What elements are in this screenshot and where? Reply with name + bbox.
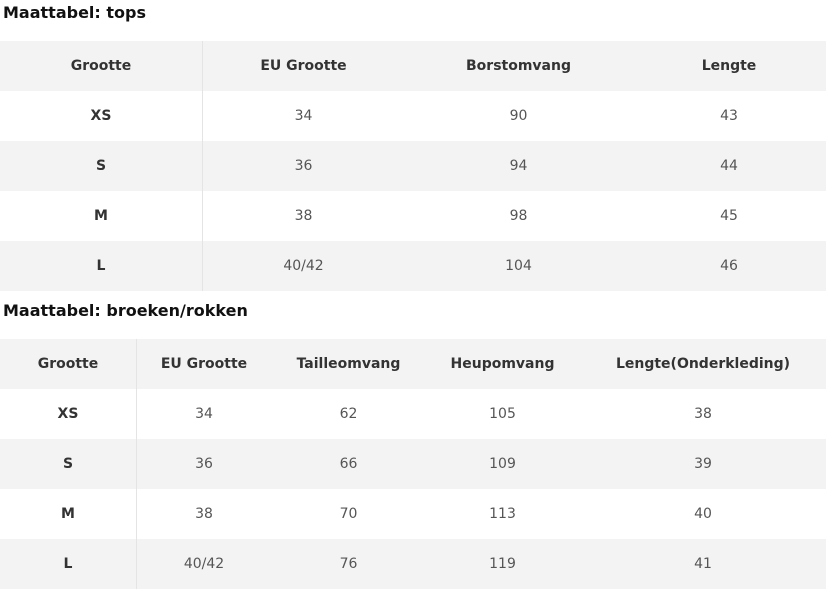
- table-row: XS 34 90 43: [0, 91, 826, 141]
- table-row: M 38 98 45: [0, 191, 826, 241]
- table-cell: 94: [509, 158, 528, 174]
- table-cell: S: [95, 158, 107, 174]
- table-cell: 44: [720, 158, 738, 174]
- table-cell: 66: [339, 456, 358, 472]
- table-cell: L: [96, 258, 106, 274]
- table-cell: 36: [294, 158, 313, 174]
- table-cell: 62: [339, 406, 358, 422]
- table-cell: 105: [489, 406, 516, 422]
- header-cell: Lengte: [701, 58, 757, 74]
- table-cell: 40/42: [183, 556, 225, 572]
- table-row: S 36 66 109 39: [0, 439, 826, 489]
- table-cell: L: [63, 556, 73, 572]
- header-cell: EU Grootte: [160, 356, 248, 372]
- table-row: L 40/42 104 46: [0, 241, 826, 291]
- header-cell: Borstomvang: [466, 58, 571, 74]
- table-cell: 40: [694, 506, 712, 522]
- table-cell: 109: [489, 456, 516, 472]
- table-cell: XS: [57, 406, 79, 422]
- column-divider: [202, 41, 203, 291]
- table-cell: 38: [294, 208, 313, 224]
- table-cell: 43: [720, 108, 738, 124]
- table-cell: 40/42: [283, 258, 324, 274]
- table-cell: S: [62, 456, 74, 472]
- header-cell: Grootte: [37, 356, 99, 372]
- table-row: M 38 70 113 40: [0, 489, 826, 539]
- table-cell: 34: [294, 108, 313, 124]
- table-cell: 34: [195, 406, 213, 422]
- size-table: Grootte EU Grootte Borstomvang Lengte XS 34 90…: [0, 41, 826, 291]
- header-cell: EU Grootte: [260, 58, 347, 74]
- table-title: Maattabel: broeken/rokken: [3, 301, 248, 320]
- table-cell: 90: [509, 108, 528, 124]
- table-cell: 98: [509, 208, 528, 224]
- table-row: L 40/42 76 119 41: [0, 539, 826, 589]
- table-row: S 36 94 44: [0, 141, 826, 191]
- header-row: Grootte EU Grootte Tailleomvang Heupomvang L…: [0, 339, 826, 389]
- header-cell: Lengte(Onderkleding): [615, 356, 791, 372]
- table-cell: 38: [694, 406, 712, 422]
- table-cell: 70: [339, 506, 358, 522]
- table-cell: 39: [694, 456, 712, 472]
- table-cell: 38: [195, 506, 213, 522]
- header-row: Grootte EU Grootte Borstomvang Lengte: [0, 41, 826, 91]
- table-cell: XS: [90, 108, 112, 124]
- table-cell: 119: [489, 556, 516, 572]
- table-cell: M: [94, 208, 108, 224]
- table-cell: 36: [195, 456, 213, 472]
- header-cell: Tailleomvang: [296, 356, 401, 372]
- table-cell: 76: [339, 556, 358, 572]
- table-cell: 41: [694, 556, 712, 572]
- header-cell: Heupomvang: [450, 356, 555, 372]
- column-divider: [136, 339, 137, 589]
- table-cell: 113: [489, 506, 516, 522]
- table-cell: 46: [720, 258, 738, 274]
- table-cell: 45: [720, 208, 738, 224]
- header-cell: Grootte: [70, 58, 132, 74]
- table-cell: 104: [505, 258, 532, 274]
- table-cell: M: [61, 506, 75, 522]
- table-row: XS 34 62 105 38: [0, 389, 826, 439]
- table-title: Maattabel: tops: [3, 3, 146, 22]
- size-table: Grootte EU Grootte Tailleomvang Heupomvang L…: [0, 339, 826, 589]
